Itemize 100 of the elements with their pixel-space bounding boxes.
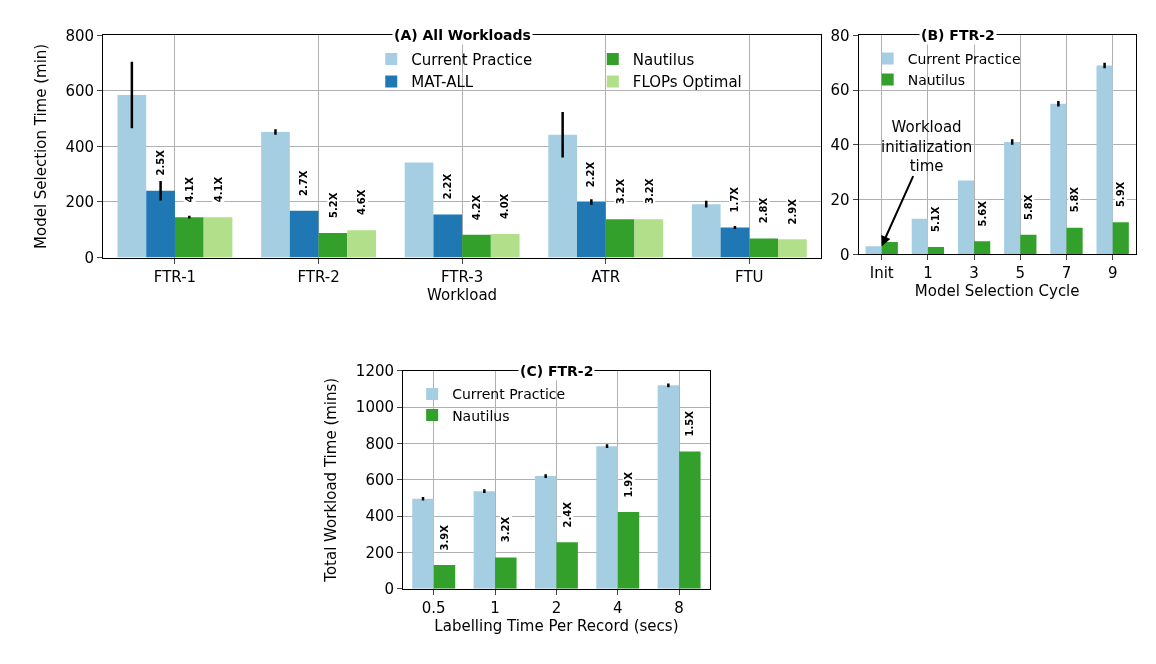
bar [261,131,290,258]
annotation: 2.8X [758,197,770,224]
annotation: 4.2X [470,194,482,221]
legend-label: Nautilus [452,407,510,424]
y-tick-label: 80 [830,26,850,45]
bar [146,190,175,258]
annotation: 3.2X [614,178,626,205]
bar [318,233,348,258]
annotation: 1.5X [684,410,696,437]
annotation: 3.2X [643,178,655,204]
annotation: 5.8X [1068,186,1080,213]
bar [749,238,779,258]
bar [548,134,577,258]
y-tick-label: 600 [65,82,95,101]
annotation: 2.5X [154,149,166,176]
x-tick-label: 1 [490,598,500,617]
x-axis-title: Workload [427,285,498,304]
bar [556,542,578,589]
y-tick-label: 0 [384,579,395,598]
bar [203,217,233,258]
annotation: 2.9X [787,198,799,225]
annotation: 5.2X [327,192,339,218]
annotation: 5.9X [1115,181,1127,208]
bar [679,451,701,589]
bar [691,204,721,258]
x-tick-label: 2 [551,598,562,617]
y-tick-label: 200 [65,193,95,212]
bar [927,246,945,255]
bar [433,565,456,589]
legend-label: Current Practice [452,386,566,403]
y-tick-label: 20 [830,190,850,209]
chart-title: (B) FTR-2 [921,27,995,43]
x-tick-label: FTR-2 [297,267,340,286]
y-tick-label: 400 [365,507,395,526]
annotation: 3.9X [439,524,451,551]
bar [490,233,520,258]
bar [1066,227,1083,255]
y-axis-title: Total Workload Time (mins) [322,377,341,583]
x-tick-label: 8 [674,598,684,617]
bar [1004,142,1021,255]
annotation: 5.6X [976,200,988,227]
y-tick-label: 0 [840,245,850,264]
bar [404,162,434,258]
bar [1096,65,1113,255]
bar [911,218,928,255]
annotation: 4.6X [356,189,368,215]
bar [289,210,319,258]
chart-title: (A) All Workloads [394,27,531,43]
bar [534,476,557,589]
annotation: 2.7X [298,170,310,197]
annotation: 4.0X [499,193,511,220]
bar [577,201,606,258]
legend-label: Current Practice [411,50,533,69]
annotation: Workload initialization time [881,118,973,175]
y-tick-label: 400 [65,137,95,156]
annotation: 2.2X [442,173,454,200]
x-tick-label: 9 [1107,264,1118,283]
x-tick-label: 5 [1015,264,1026,283]
annotation: 5.8X [1022,194,1034,221]
bar [495,557,517,589]
bar [1020,234,1037,255]
annotation: 2.4X [561,501,573,528]
y-tick-label: 800 [65,26,95,45]
bar [957,180,975,255]
bar [657,385,680,589]
annotation: 1.9X [623,471,635,498]
bar [117,95,147,258]
bar [617,512,640,589]
bar [865,246,882,255]
bar [634,219,664,258]
annotation: 4.1X [184,176,196,203]
legend-label: Current Practice [907,50,1021,67]
x-tick-label: FTR-3 [440,267,484,286]
annotation: 5.1X [929,206,941,232]
bar [778,239,807,258]
bar [347,230,376,258]
y-tick-label: 800 [365,434,395,453]
legend-label: Nautilus [632,50,695,69]
x-tick-label: FTU [735,267,764,286]
chart-title: (C) FTR-2 [520,363,594,379]
bar [412,498,434,589]
x-axis-title: Labelling Time Per Record (secs) [434,616,679,635]
annotation: 4.1X [212,176,224,203]
y-tick-label: 60 [830,81,850,100]
y-tick-label: 1200 [355,362,395,381]
legend-label: Nautilus [907,72,966,89]
x-tick-label: 0.5 [421,598,446,617]
y-tick-label: 200 [365,543,395,562]
bar [433,214,463,258]
x-tick-label: 1 [923,264,933,283]
bar [1050,103,1067,255]
y-tick-label: 0 [84,248,95,267]
x-axis-title: Model Selection Cycle [914,282,1080,301]
x-tick-label: 7 [1061,264,1072,283]
x-tick-label: 3 [969,264,979,283]
y-axis-title: Model Selection Time (min) [31,43,50,249]
legend-label: MAT-ALL [411,73,474,92]
bar [1112,222,1129,255]
annotation: 1.7X [729,186,741,213]
x-tick-label: FTR-1 [153,267,197,286]
